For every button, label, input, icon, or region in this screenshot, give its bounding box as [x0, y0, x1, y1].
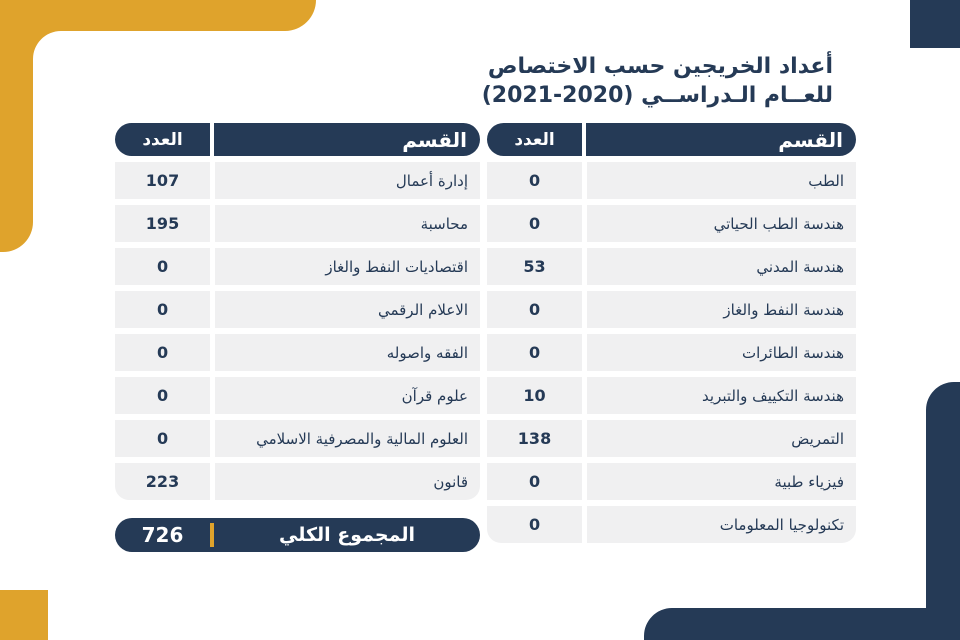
table-row: هندسة المدني 53	[487, 248, 856, 285]
department-name: علوم قرآن	[215, 377, 480, 414]
graduate-count: 0	[115, 291, 210, 328]
department-name: فيزياء طبية	[587, 463, 856, 500]
graduate-count: 0	[115, 420, 210, 457]
gold-square-accent	[0, 590, 48, 640]
gold-corner-bracket	[0, 0, 316, 252]
table-row: التمريض 138	[487, 420, 856, 457]
department-name: التمريض	[587, 420, 856, 457]
header-divider	[210, 123, 214, 156]
navy-corner-bracket	[644, 382, 960, 640]
graduate-count: 0	[487, 291, 582, 328]
column-header-count: العدد	[514, 129, 555, 150]
grand-total-row: المجموع الكلي 726	[115, 518, 480, 552]
table-body: الطب 0 هندسة الطب الحياتي 0 هندسة المدني…	[487, 162, 856, 549]
department-name: إدارة أعمال	[215, 162, 480, 199]
header-divider	[582, 123, 586, 156]
graduate-count: 53	[487, 248, 582, 285]
table-row: اقتصاديات النفط والغاز 0	[115, 248, 480, 285]
graduate-count: 10	[487, 377, 582, 414]
table-row: محاسبة 195	[115, 205, 480, 242]
graduate-count: 195	[115, 205, 210, 242]
department-name: اقتصاديات النفط والغاز	[215, 248, 480, 285]
graduate-count: 0	[487, 334, 582, 371]
graduate-count: 107	[115, 162, 210, 199]
table-body: إدارة أعمال 107 محاسبة 195 اقتصاديات الن…	[115, 162, 480, 506]
table-row: فيزياء طبية 0	[487, 463, 856, 500]
table-row: هندسة التكييف والتبريد 10	[487, 377, 856, 414]
page-title-line2: للعــام الـدراســي (2020-2021)	[481, 83, 833, 108]
total-divider	[210, 523, 214, 547]
department-name: قانون	[215, 463, 480, 500]
navy-square-accent	[910, 0, 960, 48]
table-row: الطب 0	[487, 162, 856, 199]
table-row: علوم قرآن 0	[115, 377, 480, 414]
department-name: العلوم المالية والمصرفية الاسلامي	[215, 420, 480, 457]
department-name: هندسة الطائرات	[587, 334, 856, 371]
department-name: الطب	[587, 162, 856, 199]
graduate-count: 0	[487, 162, 582, 199]
grand-total-value: 726	[141, 523, 184, 547]
department-name: الفقه واصوله	[215, 334, 480, 371]
page-title: أعداد الخريجين حسب الاختصاص للعــام الـد…	[482, 52, 833, 110]
table-row: تكنولوجيا المعلومات 0	[487, 506, 856, 543]
department-name: هندسة المدني	[587, 248, 856, 285]
column-header-department: القسم	[402, 127, 467, 152]
table-header: القسم العدد	[487, 123, 856, 156]
graduate-count: 0	[115, 377, 210, 414]
table-row: هندسة الطب الحياتي 0	[487, 205, 856, 242]
department-name: هندسة التكييف والتبريد	[587, 377, 856, 414]
table-row: العلوم المالية والمصرفية الاسلامي 0	[115, 420, 480, 457]
graduate-count: 0	[487, 463, 582, 500]
graduate-count: 223	[115, 463, 210, 500]
table-row: هندسة النفط والغاز 0	[487, 291, 856, 328]
table-header: القسم العدد	[115, 123, 480, 156]
table-row: الاعلام الرقمي 0	[115, 291, 480, 328]
page-title-line1: أعداد الخريجين حسب الاختصاص	[487, 54, 833, 79]
table-row: قانون 223	[115, 463, 480, 500]
department-name: الاعلام الرقمي	[215, 291, 480, 328]
department-name: تكنولوجيا المعلومات	[587, 506, 856, 543]
graduate-count: 0	[487, 506, 582, 543]
department-name: هندسة الطب الحياتي	[587, 205, 856, 242]
table-row: الفقه واصوله 0	[115, 334, 480, 371]
department-name: هندسة النفط والغاز	[587, 291, 856, 328]
column-header-department: القسم	[778, 127, 843, 152]
column-header-count: العدد	[142, 129, 183, 150]
department-name: محاسبة	[215, 205, 480, 242]
table-row: إدارة أعمال 107	[115, 162, 480, 199]
grand-total-label: المجموع الكلي	[279, 524, 415, 546]
graduates-table-left: القسم العدد إدارة أعمال 107 محاسبة 195 ا…	[115, 123, 480, 552]
graduates-table-right: القسم العدد الطب 0 هندسة الطب الحياتي 0 …	[487, 123, 856, 549]
graduate-count: 0	[115, 248, 210, 285]
graduate-count: 0	[115, 334, 210, 371]
table-row: هندسة الطائرات 0	[487, 334, 856, 371]
graduate-count: 138	[487, 420, 582, 457]
graduate-count: 0	[487, 205, 582, 242]
